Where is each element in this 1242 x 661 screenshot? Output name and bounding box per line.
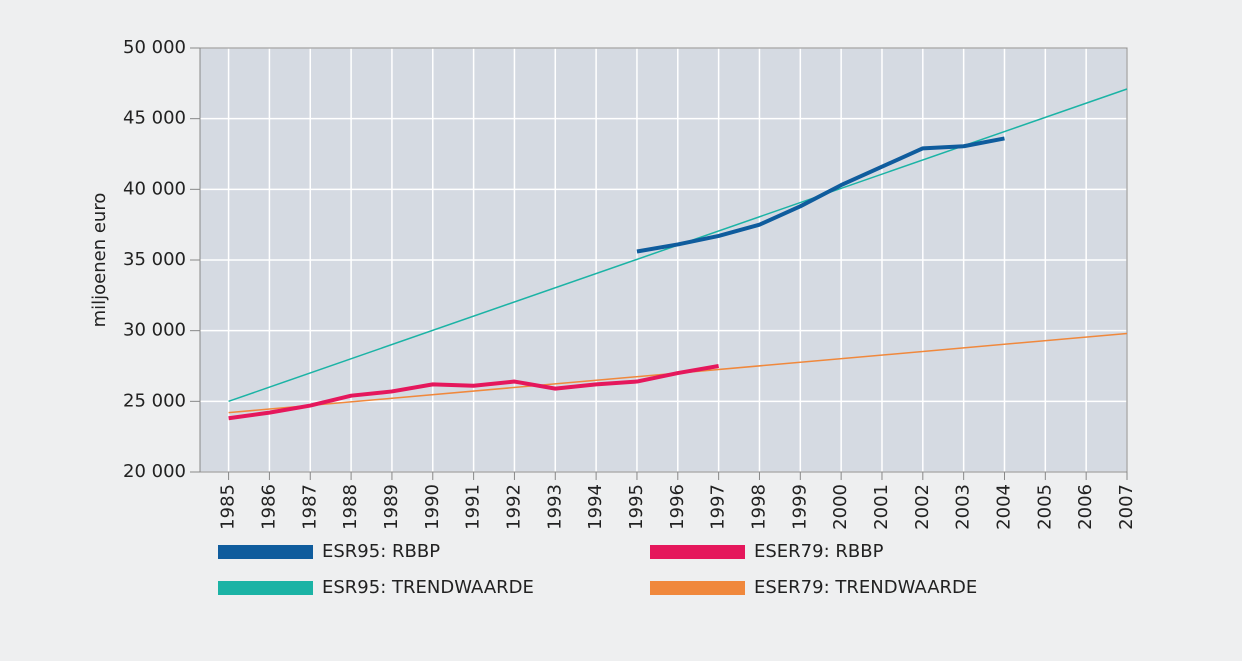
x-tick-label: 1989 [381, 484, 402, 530]
y-tick-label: 50 000 [123, 37, 186, 58]
x-tick-label: 2001 [871, 484, 892, 530]
x-tick-label: 1993 [544, 484, 565, 530]
x-tick-label: 1998 [748, 484, 769, 530]
x-tick-label: 2007 [1116, 484, 1137, 530]
legend-swatch [650, 581, 745, 595]
y-tick-label: 45 000 [123, 108, 186, 129]
x-tick-label: 1995 [626, 484, 647, 530]
x-tick-label: 2000 [830, 484, 851, 530]
legend-label: ESR95: TRENDWAARDE [322, 577, 534, 598]
x-tick-label: 2006 [1075, 484, 1096, 530]
y-tick-label: 30 000 [123, 320, 186, 341]
legend-label: ESR95: RBBP [322, 541, 440, 562]
legend-swatch [650, 545, 745, 559]
y-axis-label: miljoenen euro [89, 193, 110, 328]
x-tick-label: 1999 [789, 484, 810, 530]
x-tick-label: 2002 [912, 484, 933, 530]
x-tick-label: 1992 [503, 484, 524, 530]
series-line [228, 364, 719, 421]
legend-label: ESER79: TRENDWAARDE [754, 577, 977, 598]
y-tick-label: 35 000 [123, 249, 186, 270]
x-tick-label: 1985 [218, 484, 239, 530]
x-tick-label: 1987 [299, 484, 320, 530]
x-tick-label: 1988 [340, 484, 361, 530]
x-tick-label: 2003 [953, 484, 974, 530]
series-line [636, 136, 1005, 254]
y-tick-label: 40 000 [123, 178, 186, 199]
x-tick-label: 1994 [585, 484, 606, 530]
y-tick-label: 25 000 [123, 390, 186, 411]
plot-border [199, 47, 1128, 473]
legend-label: ESER79: RBBP [754, 541, 884, 562]
x-tick-label: 2004 [993, 484, 1014, 530]
y-tick-label: 20 000 [123, 461, 186, 482]
x-tick-label: 1996 [667, 484, 688, 530]
x-tick-label: 2005 [1034, 484, 1055, 530]
x-tick-label: 1990 [422, 484, 443, 530]
x-tick-label: 1986 [258, 484, 279, 530]
x-tick-label: 1997 [708, 484, 729, 530]
legend-swatch [218, 545, 313, 559]
x-tick-label: 1991 [463, 484, 484, 530]
legend-swatch [218, 581, 313, 595]
